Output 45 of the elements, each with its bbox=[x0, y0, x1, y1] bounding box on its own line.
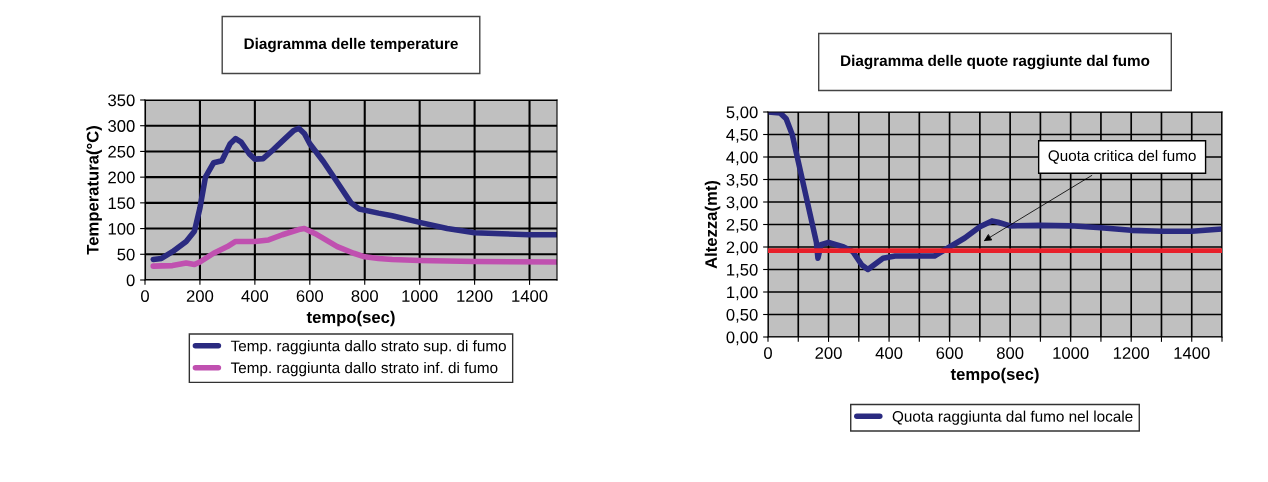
x-tick-label: 1000 bbox=[1053, 347, 1089, 359]
y-tick-label: 3,50 bbox=[726, 173, 758, 188]
x-tick-label: 600 bbox=[296, 290, 324, 302]
x-tick-label: 800 bbox=[351, 290, 378, 302]
y-tick-label: 4,50 bbox=[726, 128, 758, 143]
ref-line-label: Quota critica del fumo bbox=[1048, 149, 1196, 164]
y-tick-label: 300 bbox=[108, 120, 135, 132]
x-tick-label: 1200 bbox=[1113, 347, 1150, 359]
y-tick-label: 100 bbox=[108, 222, 135, 235]
y-tick-label: 0,50 bbox=[726, 308, 758, 323]
x-axis-title: tempo(sec) bbox=[950, 367, 1039, 384]
legend-label: Temp. raggiunta dallo strato sup. di fumo bbox=[230, 340, 506, 355]
x-tick-label: 1000 bbox=[402, 290, 438, 302]
y-tick-label: 0 bbox=[126, 274, 135, 287]
y-tick-label: 2,50 bbox=[726, 218, 758, 233]
y-tick-label: 1,00 bbox=[727, 286, 758, 301]
y-tick-label: 0,00 bbox=[726, 331, 758, 346]
x-tick-label: 1400 bbox=[1174, 347, 1210, 359]
x-tick-label: 0 bbox=[141, 290, 149, 302]
legend-label: Quota raggiunta dal fumo nel locale bbox=[892, 410, 1133, 425]
y-tick-label: 5,00 bbox=[726, 106, 758, 121]
chart-title: Diagramma delle quote raggiunte dal fumo bbox=[841, 54, 1150, 70]
x-tick-label: 400 bbox=[241, 290, 269, 302]
y-tick-label: 4,00 bbox=[726, 151, 758, 166]
x-tick-label: 600 bbox=[936, 347, 963, 359]
y-axis-title: Altezza(mt) bbox=[704, 180, 721, 269]
y-tick-label: 150 bbox=[108, 197, 135, 210]
y-tick-label: 2,00 bbox=[726, 241, 758, 256]
x-tick-label: 800 bbox=[996, 347, 1024, 359]
x-tick-label: 1200 bbox=[457, 290, 493, 302]
x-tick-label: 200 bbox=[815, 347, 842, 359]
x-tick-label: 0 bbox=[764, 347, 772, 359]
y-tick-label: 200 bbox=[108, 171, 135, 184]
y-tick-label: 250 bbox=[108, 145, 135, 158]
x-tick-label: 200 bbox=[186, 290, 214, 302]
y-tick-label: 50 bbox=[117, 248, 135, 261]
x-axis-title: tempo(sec) bbox=[306, 310, 395, 327]
y-tick-label: 3,00 bbox=[726, 196, 758, 211]
y-axis-title: Temperatura(°C) bbox=[86, 126, 102, 255]
x-tick-label: 1400 bbox=[512, 290, 548, 302]
y-tick-label: 1,50 bbox=[727, 263, 758, 278]
x-tick-label: 400 bbox=[875, 347, 903, 359]
y-tick-label: 350 bbox=[108, 94, 135, 107]
chart-title: Diagramma delle temperature bbox=[244, 37, 458, 53]
legend-label: Temp. raggiunta dallo strato inf. di fumo bbox=[230, 361, 498, 377]
